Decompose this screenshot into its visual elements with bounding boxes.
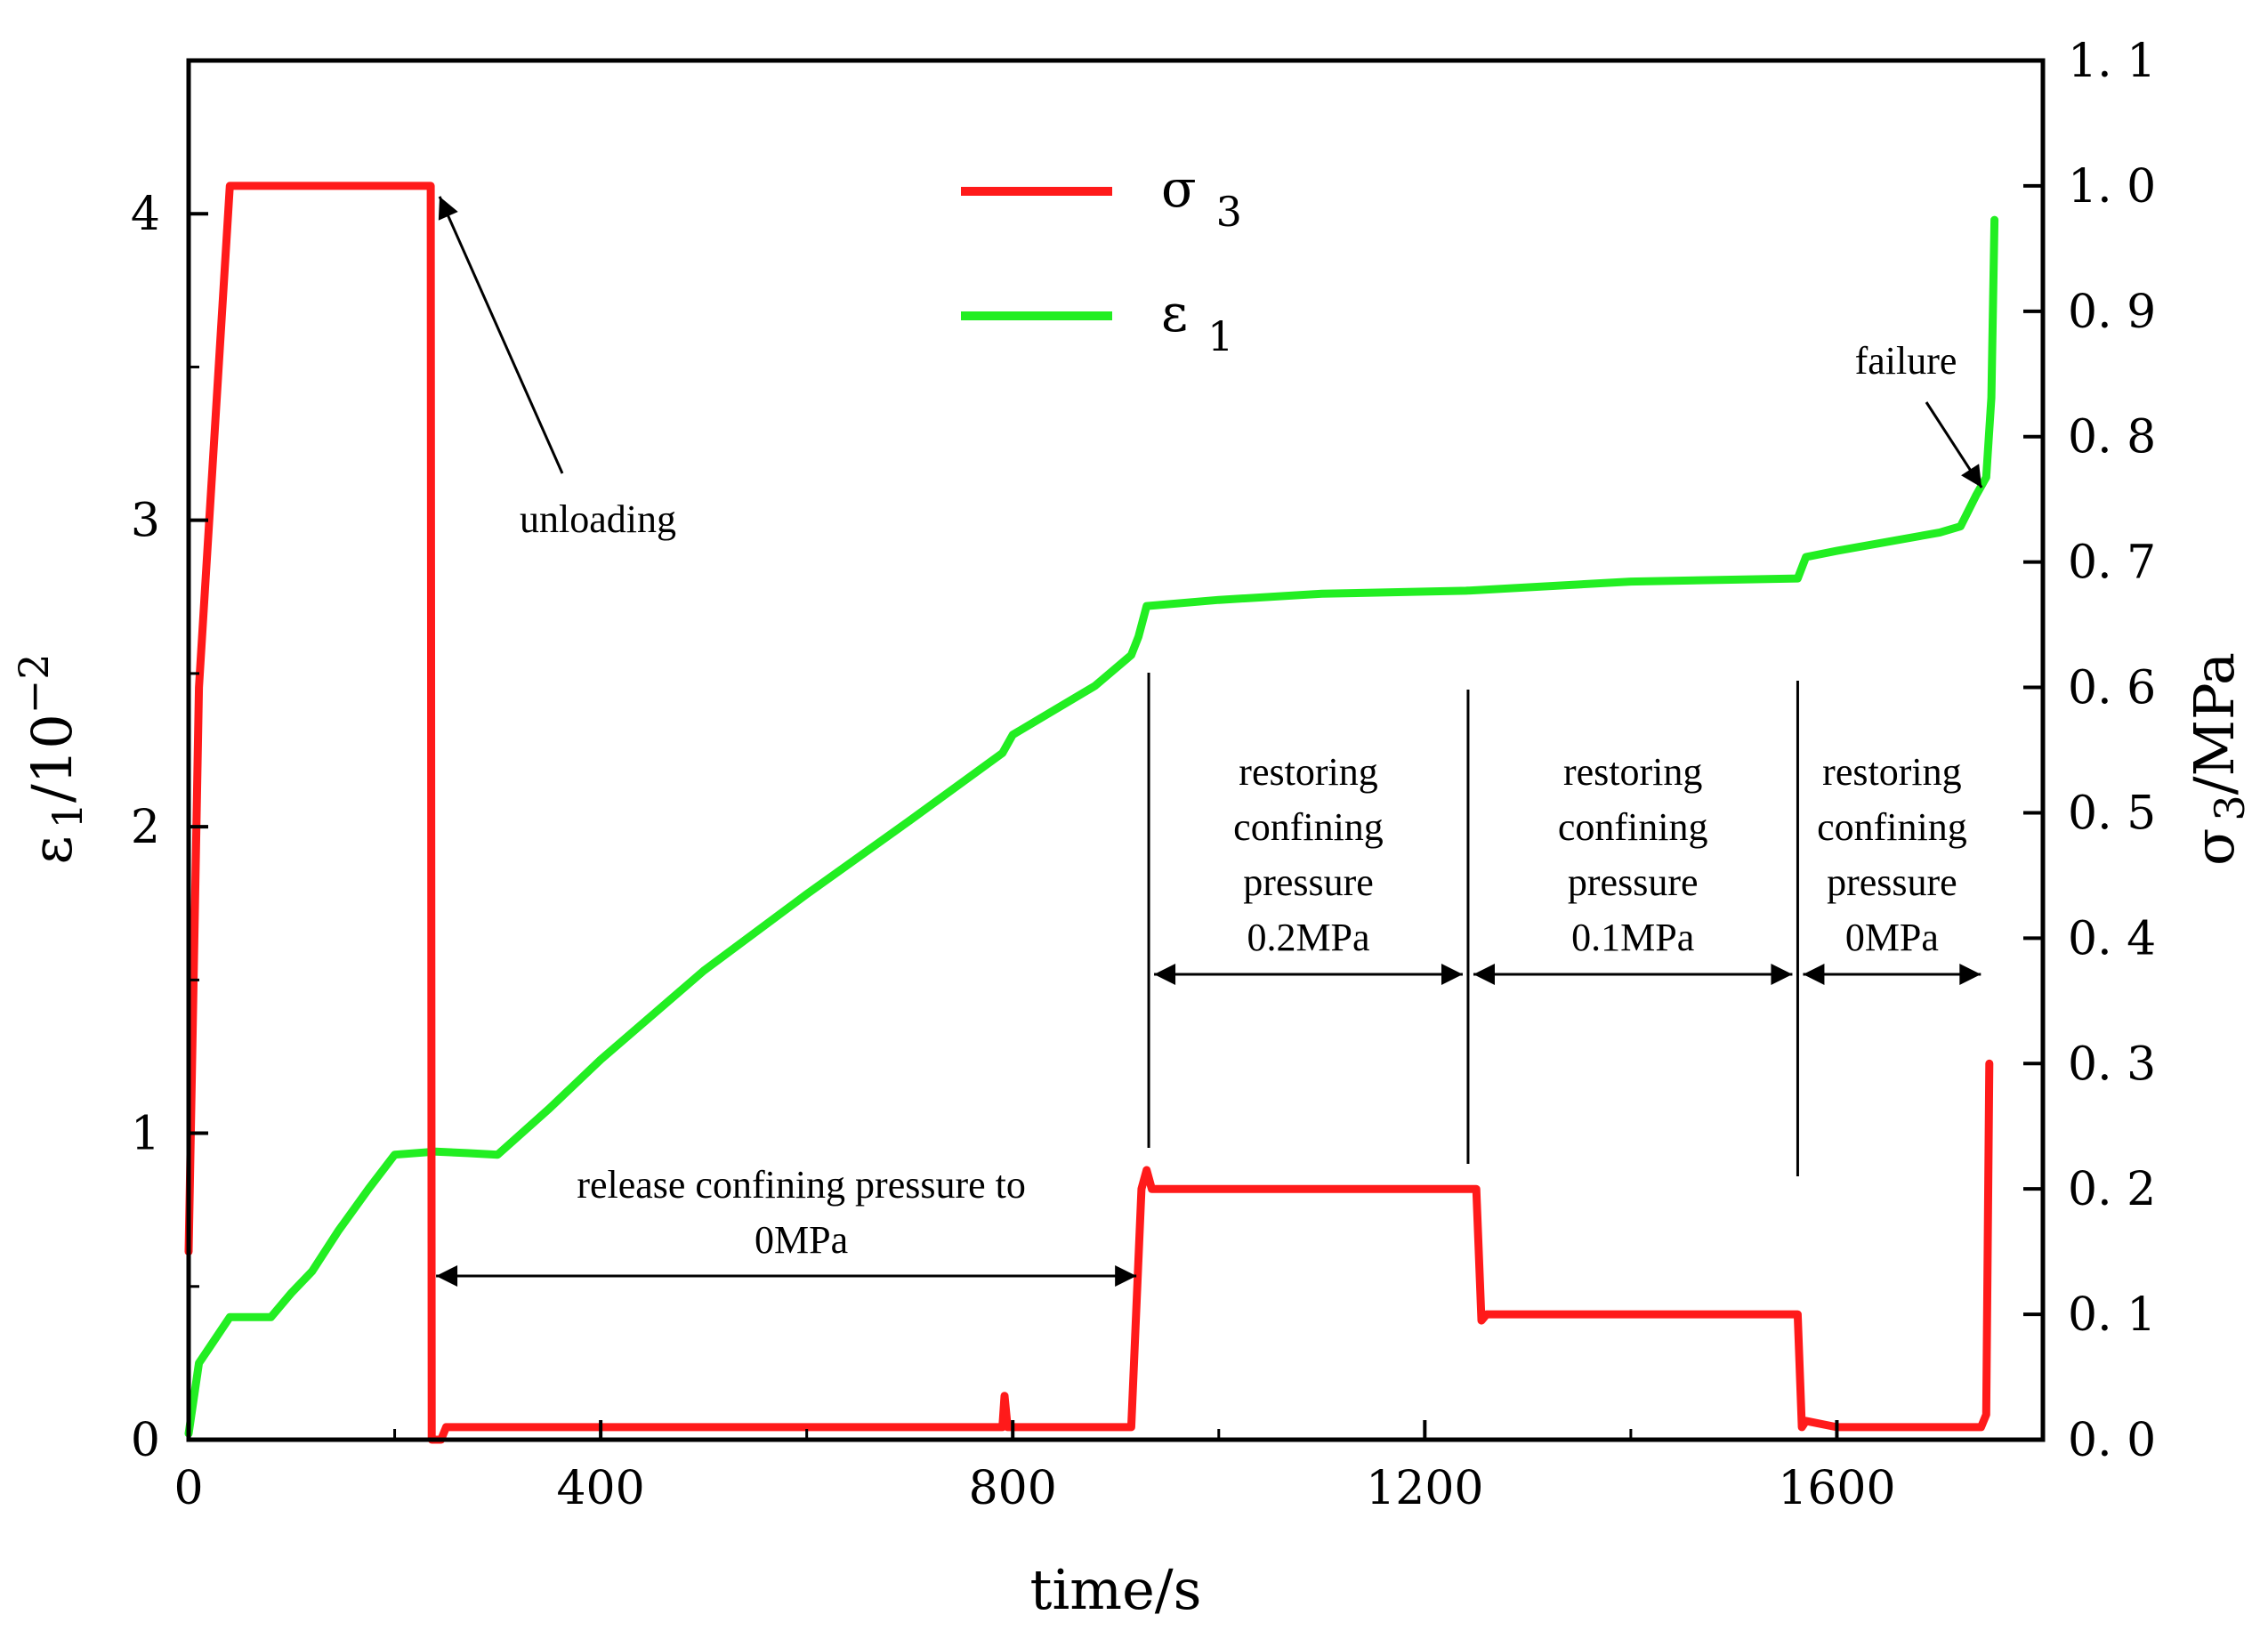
y-left-tick-label: 4: [131, 188, 160, 241]
y-right-tick-label: 0. 5: [2068, 787, 2156, 840]
annotation-release: release confining pressure to 0MPa: [577, 1163, 1026, 1262]
y-right-tick-label: 0. 9: [2068, 286, 2156, 339]
y-right-tick-label: 0. 0: [2068, 1414, 2156, 1467]
x-tick-label: 0: [174, 1462, 203, 1515]
plot-frame: [186, 58, 2046, 1442]
y-right-tick-label: 1. 1: [2068, 35, 2156, 88]
annotation-restoring-0: restoring confining pressure 0.2MPa: [1233, 750, 1384, 959]
y-right-tick-label: 0. 3: [2068, 1038, 2156, 1091]
x-tick-label: 1200: [1366, 1462, 1483, 1515]
y-right-title-rest: /MPa: [2182, 652, 2247, 795]
annotation-unloading: unloading: [520, 497, 676, 541]
annotation-failure-arrow: [1925, 401, 1983, 488]
y-left-tick-label: 3: [131, 495, 160, 548]
x-tick-label: 400: [556, 1462, 644, 1515]
y-left-axis-title: ε 1/10−2: [10, 654, 92, 865]
y-left-title-sup: −2: [10, 654, 58, 715]
y-left-tick-label: 1: [131, 1108, 160, 1161]
y-left-tick-label: 0: [131, 1414, 160, 1467]
y-right-tick-label: 0. 4: [2068, 912, 2156, 965]
y-right-tick-label: 0. 1: [2068, 1288, 2156, 1342]
y-right-tick-label: 0. 7: [2068, 537, 2156, 590]
y-right-tick-label: 0. 8: [2068, 411, 2156, 464]
annotation-failure: failure: [1855, 339, 1957, 383]
y-right-title-sub: 3: [2206, 795, 2254, 820]
y-right-title-symbol: σ: [2182, 828, 2247, 866]
y-left-title-rest: /10: [20, 714, 85, 803]
x-tick-label: 800: [969, 1462, 1057, 1515]
y-right-tick-label: 0. 6: [2068, 662, 2156, 715]
annotation-unloading-arrow: [438, 196, 564, 474]
x-tick-label: 1600: [1778, 1462, 1895, 1515]
y-left-title-symbol: ε: [20, 836, 85, 864]
x-axis-title: time/s: [1030, 1557, 1202, 1622]
y-right-tick-label: 1. 0: [2068, 160, 2156, 214]
y-right-tick-label: 0. 2: [2068, 1163, 2156, 1216]
series-line-epsilon1: [184, 215, 1999, 1438]
series-line-sigma3: [184, 182, 1994, 1444]
y-left-tick-label: 2: [131, 801, 160, 854]
annotation-restoring-1: restoring confining pressure 0.1MPa: [1558, 750, 1708, 959]
annotation-restoring-2: restoring confining pressure 0MPa: [1817, 750, 1967, 959]
y-right-axis-title: σ 3/MPa: [2182, 652, 2254, 866]
y-left-title-sub: 1: [44, 803, 92, 828]
